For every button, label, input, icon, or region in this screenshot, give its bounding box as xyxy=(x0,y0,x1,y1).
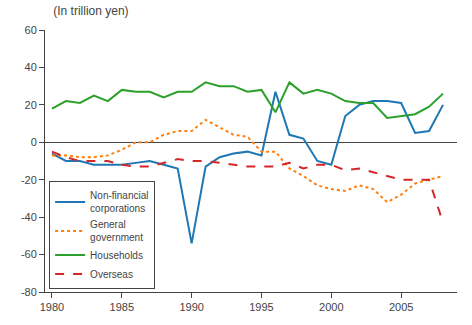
svg-text:Overseas: Overseas xyxy=(90,269,133,280)
svg-text:1990: 1990 xyxy=(179,301,203,313)
svg-text:2000: 2000 xyxy=(319,301,343,313)
svg-text:-40: -40 xyxy=(21,211,37,223)
svg-text:Generalgovernment: Generalgovernment xyxy=(90,219,143,243)
svg-text:60: 60 xyxy=(25,24,37,36)
svg-text:20: 20 xyxy=(25,99,37,111)
svg-text:Households: Households xyxy=(90,250,143,261)
svg-text:(In trillion yen): (In trillion yen) xyxy=(53,4,128,18)
svg-text:-20: -20 xyxy=(21,174,37,186)
svg-text:2005: 2005 xyxy=(389,301,413,313)
svg-text:-60: -60 xyxy=(21,248,37,260)
svg-text:40: 40 xyxy=(25,61,37,73)
svg-text:-80: -80 xyxy=(21,286,37,298)
svg-text:1980: 1980 xyxy=(40,301,64,313)
svg-text:Non-financialcorporations: Non-financialcorporations xyxy=(90,190,148,214)
svg-text:1985: 1985 xyxy=(110,301,134,313)
svg-text:0: 0 xyxy=(31,136,37,148)
svg-text:1995: 1995 xyxy=(249,301,273,313)
